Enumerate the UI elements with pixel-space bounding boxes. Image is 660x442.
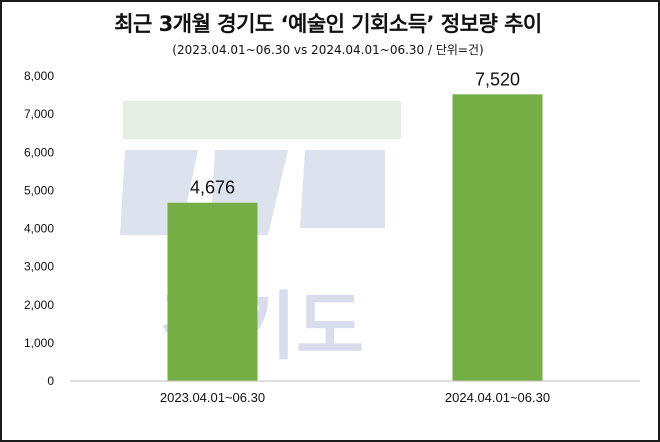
y-tick-label: 1,000 (24, 336, 54, 350)
data-labels: 4,676 7,520 (190, 69, 520, 197)
y-tick-label: 8,000 (24, 69, 54, 83)
x-category-label: 2023.04.01~06.30 (160, 390, 265, 405)
y-tick-label: 2,000 (24, 298, 54, 312)
y-axis: 0 1,000 2,000 3,000 4,000 5,000 6,000 7,000 8,00… (24, 69, 54, 388)
y-tick-label: 4,000 (24, 222, 54, 236)
chart-subtitle: (2023.04.01~06.30 vs 2024.04.01~06.30 / … (172, 43, 484, 57)
y-tick-label: 7,000 (24, 107, 54, 121)
gyeonggi-watermark-logo: 경기도 (120, 101, 401, 370)
bars (167, 94, 543, 382)
data-label: 4,676 (190, 178, 235, 198)
watermark-stroke-3 (300, 150, 385, 228)
y-tick-label: 5,000 (24, 183, 54, 197)
data-label: 7,520 (475, 69, 520, 89)
bar (167, 202, 258, 381)
bar (452, 94, 543, 382)
y-tick-label: 6,000 (24, 145, 54, 159)
x-category-label: 2024.04.01~06.30 (445, 390, 550, 405)
x-axis: 2023.04.01~06.30 2024.04.01~06.30 (160, 390, 550, 405)
chart-title: 최근 3개월 경기도 ‘예술인 기회소득’ 정보량 추이 (114, 12, 542, 36)
y-tick-label: 0 (47, 374, 54, 388)
y-tick-label: 3,000 (24, 260, 54, 274)
watermark-green-band (123, 101, 401, 139)
